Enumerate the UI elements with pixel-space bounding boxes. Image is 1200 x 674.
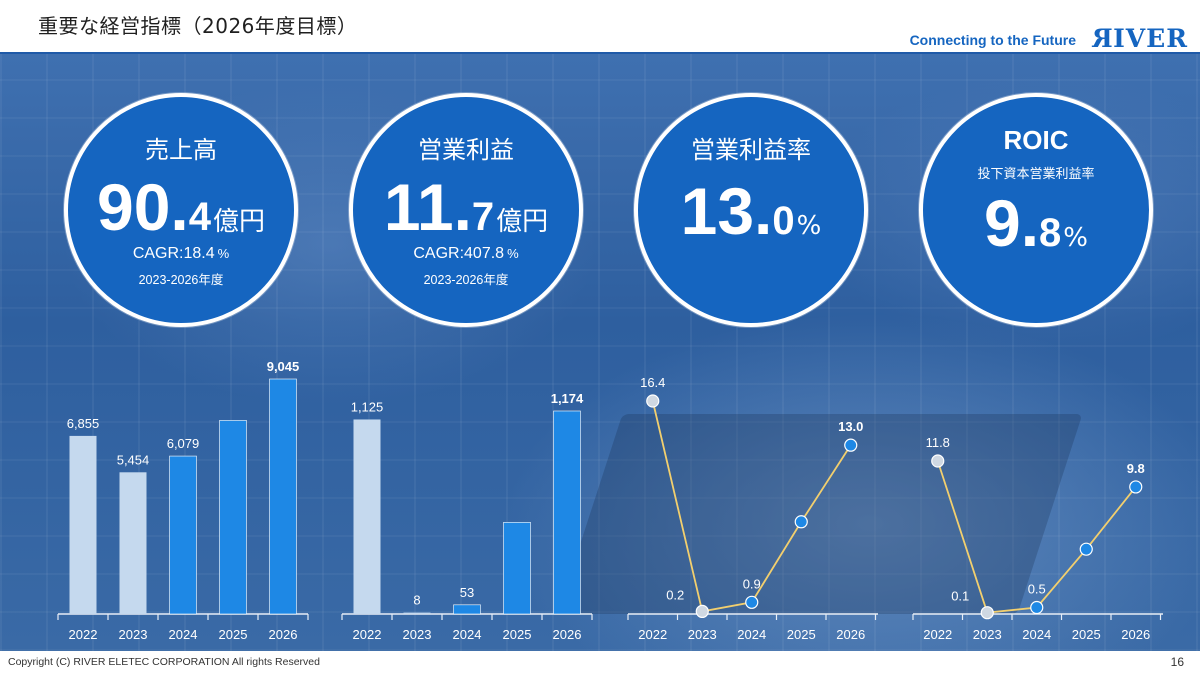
kpi-unit: 億円 [496,207,549,237]
x-tick-label: 2025 [1072,627,1101,642]
data-label: 6,855 [67,416,100,431]
data-label: 0.5 [1028,582,1046,597]
chart-bar [169,455,197,615]
kpi-subtitle: 投下資本営業利益率 [977,167,1095,182]
kpi-value: 90.4億円 [68,169,294,245]
x-tick-label: 2023 [119,627,148,642]
x-tick-label: 2022 [923,627,952,642]
header-divider [0,52,1200,54]
x-tick-label: 2026 [553,627,582,642]
kpi-cagr-unit: % [507,246,519,261]
data-point [980,606,994,620]
kpi-value-decimal: 7 [471,195,495,239]
kpi-value-integer: 13. [680,174,773,248]
chart-bar [503,522,531,615]
page-title: 重要な経営指標（2026年度目標） [38,14,358,38]
kpi-title: 営業利益 [418,136,514,164]
kpi-circle-operating-profit: 営業利益 11.7億円 CAGR:407.8% 2023-2026年度 [349,93,583,327]
kpi-circle-sales: 売上高 90.4億円 CAGR:18.4% 2023-2026年度 [64,93,298,327]
footer: Copyright (C) RIVER ELETEC CORPORATION A… [0,651,1200,674]
kpi-cagr-unit: % [217,246,230,261]
kpi-value-integer: 9. [983,186,1040,260]
kpi-value: 13.0% [638,173,864,249]
kpi-value-decimal: 8 [1039,211,1062,255]
data-point [1079,542,1093,556]
chart-bar [69,435,97,614]
data-label: 6,079 [167,436,200,451]
data-label: 8 [413,593,420,608]
charts-area: 2022 2023 2024 2025 2026 6,855 5,454 6,079 9,045… [57,359,1163,642]
x-tick-label: 2025 [787,627,816,642]
kpi-cagr-value: CAGR:407.8 [413,245,505,262]
kpi-title: 売上高 [145,136,217,164]
kpi-value-decimal: 0 [772,199,795,243]
data-label: 0.1 [951,589,969,604]
x-tick-label: 2025 [219,627,248,642]
x-tick-label: 2022 [69,627,98,642]
river-logo: RIVER [1091,24,1188,53]
x-tick-label: 2024 [453,627,482,642]
chart-bar [453,604,481,615]
data-label: 5,454 [117,452,150,467]
data-label: 0.2 [666,587,684,602]
data-label: 13.0 [838,419,863,434]
x-tick-label: 2024 [169,627,198,642]
data-label: 9,045 [267,359,300,374]
data-point [931,454,945,468]
x-tick-label: 2023 [973,627,1002,642]
chart-bar [403,612,431,614]
kpi-unit: % [796,211,822,241]
chart-bar [553,410,581,615]
data-label: 1,174 [551,391,584,406]
chart-bar [219,420,247,615]
x-tick-label: 2023 [403,627,432,642]
chart-bar [353,419,381,614]
x-tick-label: 2023 [688,627,717,642]
data-point [695,604,709,619]
data-label: 16.4 [640,375,665,390]
data-point [844,438,858,452]
data-point [745,595,759,609]
x-tick-label: 2025 [503,627,532,642]
kpi-value-decimal: 4 [188,195,211,239]
kpi-value: 11.7億円 [353,169,579,245]
tagline: Connecting to the Future [909,32,1076,48]
data-label: 53 [460,585,474,600]
data-point [794,515,808,529]
kpi-title: 営業利益率 [691,136,811,164]
kpi-period: 2023-2026年度 [138,273,224,287]
data-point [646,394,660,408]
x-tick-label: 2026 [836,627,865,642]
x-tick-label: 2026 [269,627,298,642]
copyright-text: Copyright (C) RIVER ELETEC CORPORATION A… [8,656,320,668]
chart-bar [269,378,297,615]
data-point [1129,480,1143,494]
data-label: 0.9 [743,576,761,591]
kpi-unit: % [1063,223,1088,253]
x-tick-label: 2026 [1121,627,1150,642]
kpi-cagr-value: CAGR:18.4 [132,245,215,262]
kpi-circle-roic: ROIC 投下資本営業利益率 9.8% [919,93,1153,327]
kpi-value-integer: 11. [383,170,472,244]
page-number: 16 [1170,655,1184,669]
kpi-value: 9.8% [923,185,1149,261]
header: 重要な経営指標（2026年度目標） Connecting to the Futu… [0,0,1200,53]
chart-bar [119,472,147,614]
x-tick-label: 2024 [1022,627,1051,642]
x-tick-label: 2022 [638,627,667,642]
x-tick-label: 2024 [737,627,766,642]
data-label: 11.8 [926,435,950,450]
kpi-cagr: CAGR:407.8% [353,245,579,263]
data-label: 9.8 [1127,461,1145,476]
kpi-cagr: CAGR:18.4% [68,245,294,263]
data-label: 1,125 [351,399,384,414]
data-point [1030,600,1044,615]
kpi-period: 2023-2026年度 [423,273,509,287]
kpi-title: ROIC [1003,125,1069,155]
kpi-unit: 億円 [212,207,265,237]
kpi-value-integer: 90. [96,170,189,244]
kpi-circle-operating-margin: 営業利益率 13.0% [634,93,868,327]
x-tick-label: 2022 [353,627,382,642]
